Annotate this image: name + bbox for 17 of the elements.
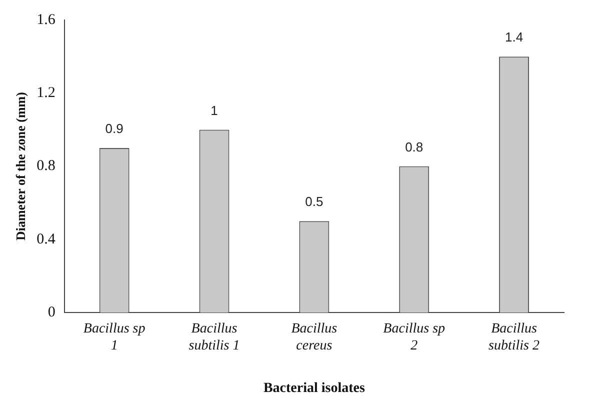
data-label: 0.5: [305, 194, 324, 210]
data-label: 1.4: [504, 30, 524, 45]
x-tick-label: Bacillus sp 2: [383, 322, 446, 354]
x-axis-title: Bacterial isolates: [263, 381, 366, 396]
x-tick-label: Bacillus subtilis 2: [488, 322, 540, 354]
x-tick-label: Bacillus sp 1: [83, 322, 146, 354]
y-tick-label: 0.8: [36, 158, 56, 174]
x-tick-label: Bacillus subtilis 1: [188, 322, 240, 354]
y-tick-label: 0.4: [36, 231, 56, 248]
y-tick-label: 1.6: [36, 12, 56, 28]
data-label: 0.8: [405, 139, 424, 154]
y-tick-label: 1.2: [36, 85, 56, 102]
x-tick-label: Bacillus cereus: [291, 322, 338, 354]
y-tick-label: 0: [48, 304, 56, 321]
data-label: 1: [210, 102, 218, 118]
data-label: 0.9: [105, 121, 124, 136]
y-axis-title: Diameter of the zone (mm): [13, 92, 28, 241]
